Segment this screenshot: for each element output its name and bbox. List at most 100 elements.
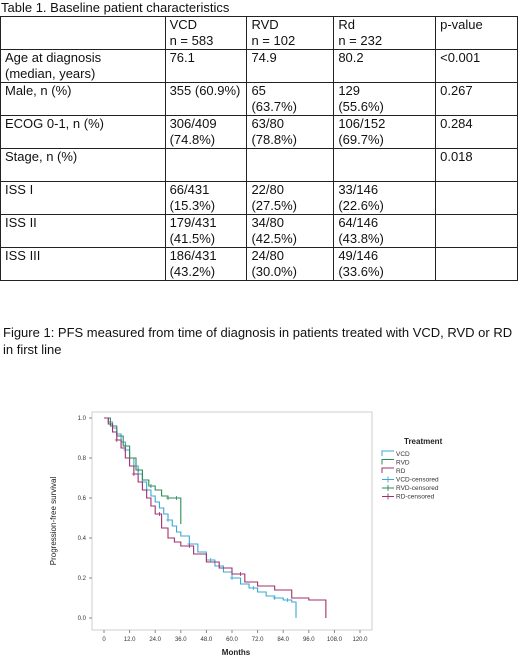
table-header-cell: p-value: [435, 16, 518, 50]
table-caption: Table 1. Baseline patient characteristic…: [1, 0, 230, 15]
x-tick-label: 36.0: [175, 637, 187, 643]
censor-mark-vcd: [208, 558, 213, 562]
cell-line: [5, 132, 161, 148]
legend-label: RD: [396, 468, 406, 475]
x-tick-label: 60.0: [226, 637, 238, 643]
cell-line: 63/80: [251, 116, 284, 131]
table-cell: Age at diagnosis (median, years): [0, 49, 166, 83]
table-row: Stage, n (%) 0.018: [0, 148, 518, 182]
cell-line: [338, 66, 431, 82]
table-cell: 80.2: [333, 49, 437, 83]
table-cell: ISS III: [0, 247, 166, 281]
y-tick-label: 0.8: [78, 456, 87, 462]
x-tick-label: 108.0: [327, 637, 343, 643]
cell-line: 129: [338, 83, 361, 98]
censor-mark-vcd: [272, 596, 277, 600]
table-cell: 33/146 (22.6%): [333, 181, 437, 215]
censor-mark-rd: [157, 512, 162, 516]
y-tick-label: 0.4: [78, 536, 87, 542]
legend-swatch: [382, 493, 394, 500]
y-tick-label: 0.0: [78, 616, 87, 622]
baseline-table: VCD n = 583 RVD n = 102 Rd n = 232 p-value Age…: [0, 16, 518, 281]
legend-label: VCD: [396, 451, 410, 458]
table-header-cell: [0, 16, 166, 50]
legend-swatch: [382, 476, 394, 483]
censor-mark-rvd: [123, 444, 128, 448]
table-row: ISS II 179/431 (41.5%) 34/80 (42.5%) 64/146(…: [0, 214, 518, 248]
cell-line: (43.2%): [169, 264, 216, 279]
cell-line: (78.8%): [251, 132, 297, 147]
cell-line: n = 102: [251, 33, 296, 48]
cell-line: [440, 182, 513, 198]
censor-mark-rvd: [136, 468, 141, 472]
cell-line: 34/80: [251, 215, 284, 230]
cell-line: [338, 149, 431, 165]
cell-line: [251, 165, 329, 181]
cell-line: 0.018: [440, 149, 473, 164]
cell-line: [5, 33, 161, 49]
cell-line: 74.9: [251, 50, 277, 65]
cell-line: [5, 198, 161, 214]
cell-line: [440, 33, 513, 49]
cell-line: 0.284: [440, 116, 473, 131]
cell-line: [440, 198, 513, 214]
figure-caption: Figure 1: PFS measured from time of diag…: [3, 325, 513, 357]
cell-line: [251, 66, 329, 82]
legend-swatch: [381, 467, 394, 473]
table-cell: 34/80 (42.5%): [246, 214, 335, 248]
legend-label: RVD: [396, 460, 410, 467]
cell-line: [170, 149, 243, 165]
table-cell: [246, 148, 335, 182]
cell-line: 22/80: [251, 182, 284, 197]
table-cell: 76.1: [164, 49, 248, 83]
x-tick-label: 48.0: [201, 637, 213, 643]
cell-line: 49/146: [338, 248, 379, 263]
cell-line: ISS III: [5, 248, 41, 263]
cell-line: [440, 99, 513, 115]
table-header-cell: Rd n = 232: [333, 16, 437, 50]
table-cell: 355 (60.9%): [164, 82, 248, 116]
censor-mark-rvd: [148, 484, 153, 488]
censor-mark-rd: [114, 438, 119, 442]
cell-line: (22.6%): [338, 198, 384, 213]
cell-line: [440, 215, 513, 231]
x-tick-label: 96.0: [303, 637, 315, 643]
censor-mark-vcd: [166, 518, 170, 522]
cell-line: (69.7%): [338, 132, 384, 147]
legend-label: VCD-censored: [396, 477, 439, 484]
censor-mark-rvd: [166, 496, 170, 500]
cell-line: (55.6%): [338, 99, 384, 114]
cell-line: [440, 231, 513, 247]
cell-line: p-value: [440, 17, 483, 32]
cell-line: VCD: [169, 17, 198, 32]
cell-line: 76.1: [169, 50, 195, 65]
table-cell: [435, 214, 518, 248]
cell-line: [440, 165, 513, 181]
cell-line: Stage, n (%): [5, 149, 78, 164]
cell-line: (33.6%): [338, 264, 384, 279]
chart-background: [42, 404, 478, 662]
table-cell: 22/80 (27.5%): [246, 181, 335, 215]
table-cell: ISS II: [0, 214, 166, 248]
x-tick-label: 24.0: [149, 637, 161, 643]
table-cell: 64/146 (43.8%): [333, 214, 437, 248]
cell-line: 186/431: [169, 248, 217, 263]
table-cell: 65 (63.7%): [246, 82, 335, 116]
table-cell: Male, n (%): [0, 82, 166, 116]
table-cell: 74.9: [246, 49, 335, 83]
table-cell: 106/152 (69.7%): [333, 115, 437, 149]
table-header-row: VCD n = 583 RVD n = 102 Rd n = 232 p-value: [0, 16, 518, 50]
x-axis-label: Months: [222, 648, 251, 657]
y-tick-label: 0.6: [78, 496, 87, 502]
cell-line: 355 (60.9%): [169, 83, 241, 98]
censor-mark-rd: [187, 544, 192, 548]
table-cell: 0.284: [435, 115, 518, 149]
censor-mark-vcd: [285, 598, 290, 602]
cell-line: [5, 99, 161, 115]
censor-mark-vcd: [230, 576, 234, 580]
table-cell: 0.018: [435, 148, 518, 182]
cell-line: (41.5%): [169, 231, 216, 246]
cell-line: [5, 17, 161, 33]
cell-line: 66/431: [169, 182, 210, 197]
cell-line: [170, 66, 243, 82]
